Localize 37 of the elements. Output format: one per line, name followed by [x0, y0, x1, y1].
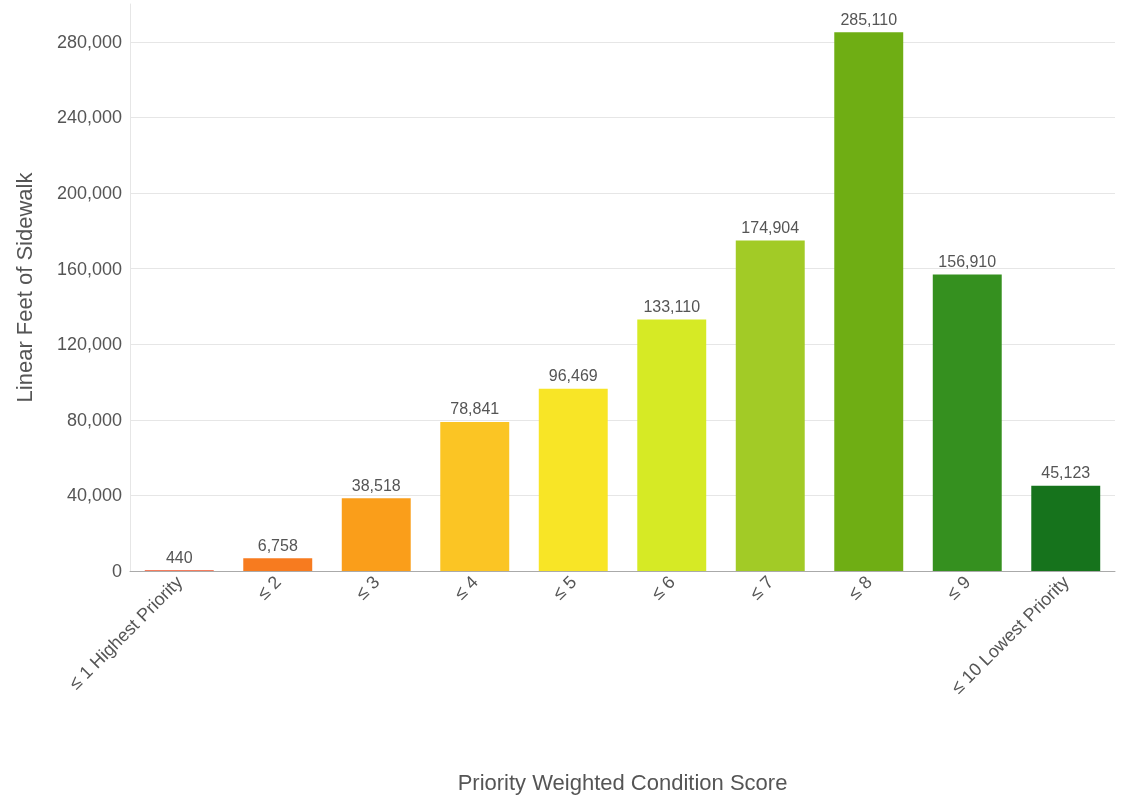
data-label: 38,518 — [351, 476, 401, 494]
data-label: 96,469 — [548, 367, 598, 385]
y-tick-label: 120,000 — [56, 334, 122, 355]
data-label: 174,904 — [741, 218, 800, 236]
y-tick-label: 160,000 — [56, 258, 122, 279]
data-label: 133,110 — [643, 297, 701, 315]
bar — [341, 498, 411, 571]
y-tick-label: 280,000 — [56, 31, 122, 52]
bar — [1031, 485, 1101, 571]
y-tick-label: 0 — [111, 561, 122, 581]
x-tick-label: ≤ 7 — [745, 571, 778, 604]
bar — [243, 558, 313, 571]
y-axis-title: Linear Feet of Sidewalk — [11, 171, 37, 403]
bar — [735, 240, 805, 571]
x-tick-label: ≤ 8 — [844, 571, 876, 604]
y-tick-label: 200,000 — [56, 183, 122, 203]
bar — [440, 421, 510, 571]
x-tick-label: ≤ 2 — [253, 571, 285, 604]
bar — [637, 319, 707, 571]
data-label: 78,841 — [450, 400, 500, 418]
y-tick-label: 80,000 — [66, 409, 122, 430]
data-label: 156,910 — [938, 252, 997, 270]
x-tick-label: ≤ 6 — [647, 571, 679, 604]
data-label: 45,123 — [1041, 464, 1091, 482]
data-label: 440 — [165, 548, 193, 566]
x-axis-title: Priority Weighted Condition Score — [457, 769, 788, 795]
x-tick-label: ≤ 4 — [450, 571, 482, 604]
y-tick-label: 40,000 — [66, 485, 122, 506]
bar — [538, 388, 608, 571]
x-tick-label: ≤ 5 — [548, 571, 581, 604]
data-label: 285,110 — [840, 10, 898, 28]
data-label: 6,758 — [257, 536, 298, 554]
bar — [834, 32, 904, 571]
y-tick-label: 240,000 — [56, 107, 122, 128]
bar — [932, 274, 1002, 571]
x-tick-label: ≤ 3 — [351, 571, 384, 604]
x-tick-label: ≤ 9 — [942, 571, 975, 604]
